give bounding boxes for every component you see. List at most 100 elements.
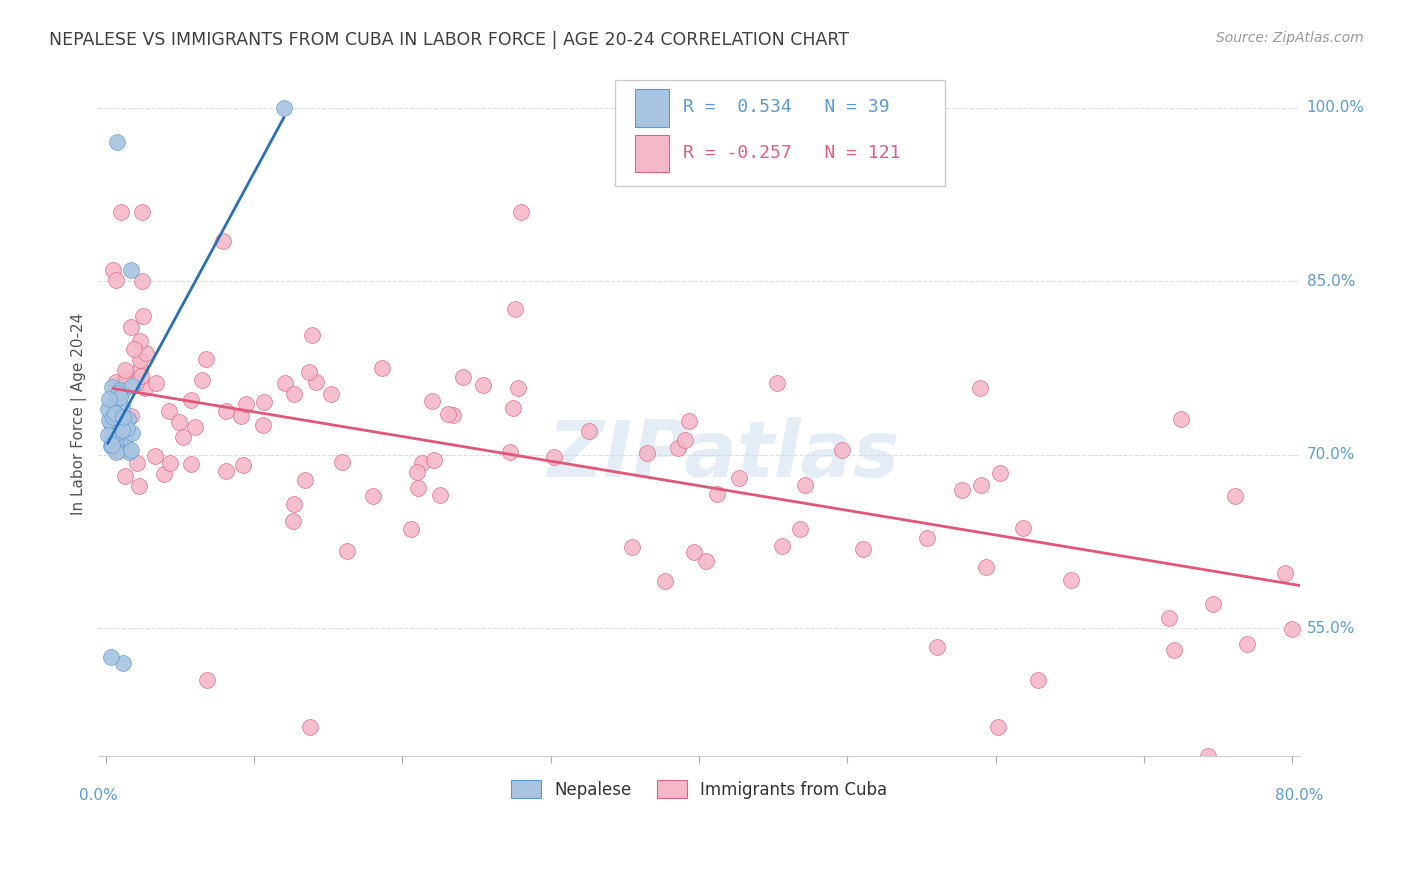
Point: [974, 560, 997, 574]
Point: [114, 441, 136, 455]
Point: [172, 430, 194, 444]
Point: [273, 101, 295, 115]
Text: 70.0%: 70.0%: [1306, 447, 1355, 462]
Point: [97, 392, 120, 406]
Point: [305, 375, 328, 389]
Point: [852, 542, 875, 557]
Point: [110, 390, 132, 404]
Point: [1281, 623, 1303, 637]
Point: [115, 421, 138, 435]
Point: [111, 384, 134, 399]
Bar: [636, 135, 669, 172]
Point: [101, 380, 124, 394]
Point: [728, 471, 751, 485]
Point: [105, 444, 128, 458]
Point: [110, 204, 132, 219]
Point: [301, 327, 323, 342]
Point: [183, 419, 205, 434]
Point: [105, 136, 128, 150]
Point: [770, 539, 793, 553]
Point: [100, 438, 122, 452]
Point: [235, 397, 257, 411]
Point: [411, 456, 433, 470]
Point: [673, 434, 696, 448]
Point: [543, 450, 565, 465]
Point: [252, 395, 274, 409]
Point: [950, 483, 973, 497]
Text: Source: ZipAtlas.com: Source: ZipAtlas.com: [1216, 31, 1364, 45]
Point: [107, 425, 129, 440]
Point: [107, 443, 129, 458]
Bar: [636, 89, 669, 127]
Point: [1367, 495, 1389, 509]
Point: [423, 453, 446, 467]
Point: [1170, 412, 1192, 426]
Point: [125, 457, 148, 471]
Point: [636, 446, 658, 460]
Point: [274, 376, 297, 391]
Point: [122, 342, 145, 356]
Point: [97, 428, 120, 442]
Point: [114, 468, 136, 483]
Point: [1163, 643, 1185, 657]
Point: [131, 204, 153, 219]
Point: [121, 426, 143, 441]
Text: 85.0%: 85.0%: [1306, 274, 1355, 289]
Point: [472, 378, 495, 392]
Point: [131, 275, 153, 289]
Point: [132, 309, 155, 323]
Point: [1379, 608, 1402, 623]
Point: [969, 381, 991, 395]
Point: [111, 410, 134, 425]
Point: [336, 544, 359, 558]
Point: [104, 272, 127, 286]
Point: [115, 371, 138, 385]
Point: [915, 531, 938, 545]
Point: [1317, 543, 1340, 558]
Point: [111, 401, 134, 415]
Point: [298, 720, 321, 734]
Text: ZIPatlas: ZIPatlas: [547, 417, 898, 493]
Point: [1351, 524, 1374, 539]
Point: [502, 401, 524, 416]
Point: [1274, 566, 1296, 581]
Point: [695, 554, 717, 568]
Point: [319, 387, 342, 401]
Point: [706, 486, 728, 500]
Point: [111, 423, 134, 437]
Point: [654, 574, 676, 589]
Point: [437, 407, 460, 421]
Text: 0.0%: 0.0%: [79, 789, 118, 803]
Point: [104, 376, 127, 390]
Point: [120, 319, 142, 334]
Point: [100, 650, 122, 665]
Point: [509, 205, 531, 219]
Point: [100, 417, 122, 432]
Point: [1197, 748, 1219, 763]
Point: [114, 362, 136, 376]
Point: [145, 376, 167, 390]
Point: [180, 392, 202, 407]
Point: [128, 334, 150, 348]
Point: [294, 473, 316, 487]
Point: [499, 445, 522, 459]
Point: [129, 361, 152, 376]
Point: [678, 414, 700, 428]
Point: [118, 445, 141, 459]
Legend: Nepalese, Immigrants from Cuba: Nepalese, Immigrants from Cuba: [505, 773, 894, 805]
Y-axis label: In Labor Force | Age 20-24: In Labor Force | Age 20-24: [72, 313, 87, 516]
Point: [159, 404, 181, 418]
Point: [1236, 637, 1258, 651]
Text: R =  0.534   N = 39: R = 0.534 N = 39: [683, 98, 890, 116]
Point: [135, 345, 157, 359]
Point: [128, 479, 150, 493]
Point: [666, 441, 689, 455]
Point: [101, 409, 124, 424]
Point: [101, 429, 124, 443]
Point: [429, 488, 451, 502]
Point: [153, 467, 176, 481]
Point: [215, 464, 238, 478]
Point: [120, 442, 142, 457]
Point: [120, 262, 142, 277]
Point: [399, 522, 422, 536]
